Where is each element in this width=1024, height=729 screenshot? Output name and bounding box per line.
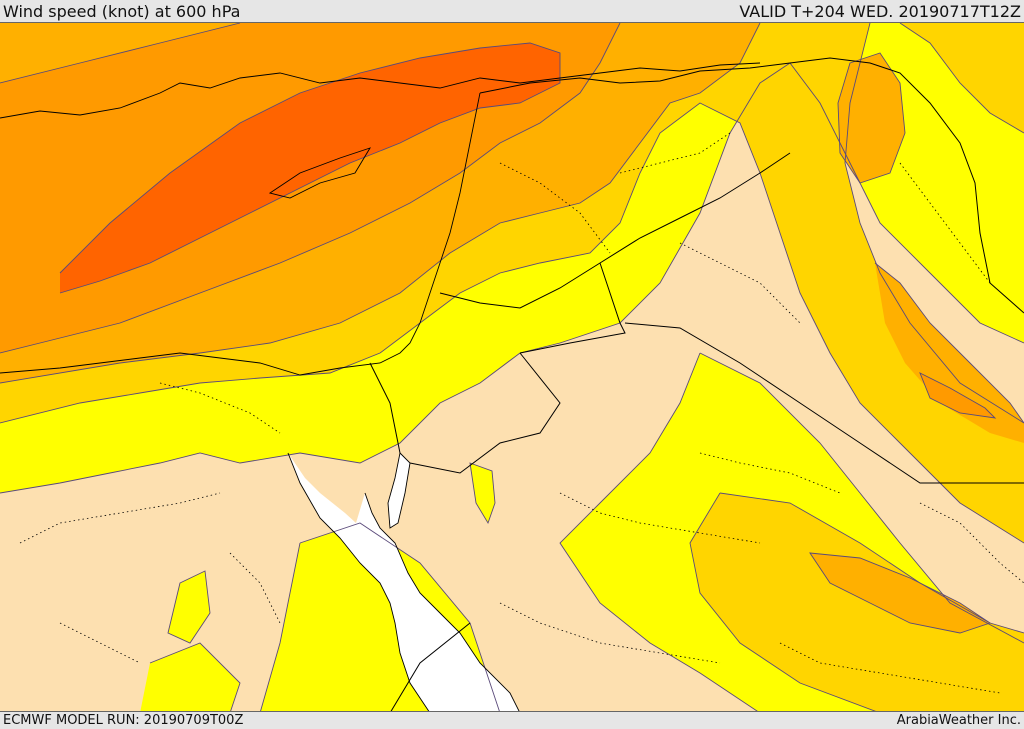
contour-line bbox=[0, 62, 1024, 494]
admin-boundary bbox=[59, 622, 141, 664]
contour-line bbox=[299, 522, 500, 711]
admin-boundary bbox=[559, 492, 761, 544]
coastline bbox=[0, 92, 481, 376]
coastline bbox=[287, 452, 430, 711]
contour-line bbox=[167, 570, 211, 644]
map-title: Wind speed (knot) at 600 hPa bbox=[3, 1, 241, 21]
contour-line bbox=[0, 23, 761, 384]
contour-line bbox=[874, 262, 1024, 424]
country-border bbox=[479, 62, 791, 94]
coastline bbox=[387, 452, 411, 529]
admin-boundary bbox=[19, 492, 221, 544]
admin-boundary bbox=[919, 502, 1024, 584]
country-border bbox=[624, 322, 1024, 484]
band-low-patch-w bbox=[168, 571, 210, 643]
map-svg bbox=[0, 23, 1024, 711]
gulf-of-aqaba bbox=[388, 453, 410, 528]
country-border bbox=[390, 622, 471, 711]
admin-boundary bbox=[499, 602, 721, 664]
model-run-label: ECMWF MODEL RUN: 20190709T00Z bbox=[3, 713, 244, 728]
contour-line bbox=[699, 352, 1024, 644]
contour-line bbox=[59, 42, 561, 294]
contour-line bbox=[689, 492, 876, 711]
credit-label: ArabiaWeather Inc. bbox=[896, 713, 1021, 728]
contour-line bbox=[0, 102, 1024, 544]
country-border bbox=[519, 262, 626, 354]
contour-line bbox=[260, 542, 301, 711]
country-border bbox=[369, 362, 401, 454]
admin-boundary bbox=[619, 132, 731, 174]
valid-time: VALID T+204 WED. 20190717T12Z bbox=[739, 1, 1021, 21]
wind-speed-map bbox=[0, 22, 1024, 712]
contour-line bbox=[844, 23, 1024, 424]
band-low-patch-sw bbox=[140, 643, 240, 711]
red-sea bbox=[288, 453, 519, 711]
contour-line bbox=[837, 52, 906, 184]
map-footer: ECMWF MODEL RUN: 20190709T00Z ArabiaWeat… bbox=[0, 712, 1024, 729]
band-mid-se bbox=[690, 493, 1024, 711]
contour-lines bbox=[0, 23, 1024, 711]
country-border bbox=[409, 352, 561, 474]
admin-boundary bbox=[159, 382, 281, 434]
map-header: Wind speed (knot) at 600 hPa VALID T+204… bbox=[0, 0, 1024, 22]
coastline bbox=[0, 62, 761, 119]
admin-boundaries bbox=[19, 132, 1024, 694]
country-border bbox=[789, 57, 1024, 314]
contour-line bbox=[0, 23, 241, 84]
country-border bbox=[439, 152, 791, 309]
contour-line bbox=[809, 552, 992, 634]
country-borders bbox=[369, 57, 1024, 711]
band-high-e bbox=[920, 373, 995, 418]
band-highest bbox=[60, 43, 560, 293]
band-upper-se bbox=[810, 553, 990, 633]
coastlines bbox=[0, 62, 761, 711]
coastline bbox=[268, 147, 372, 199]
contour-line bbox=[559, 352, 758, 711]
contour-line bbox=[149, 642, 241, 711]
admin-boundary bbox=[229, 552, 281, 624]
admin-boundary bbox=[679, 242, 801, 324]
contour-line bbox=[469, 462, 496, 525]
contour-line bbox=[0, 23, 621, 354]
coastline bbox=[364, 492, 520, 711]
band-low-patch-sinai bbox=[470, 463, 495, 523]
contour-line bbox=[919, 372, 997, 419]
band-upper-e bbox=[875, 263, 1024, 443]
contour-line bbox=[719, 492, 1024, 634]
contour-line bbox=[899, 23, 1024, 134]
